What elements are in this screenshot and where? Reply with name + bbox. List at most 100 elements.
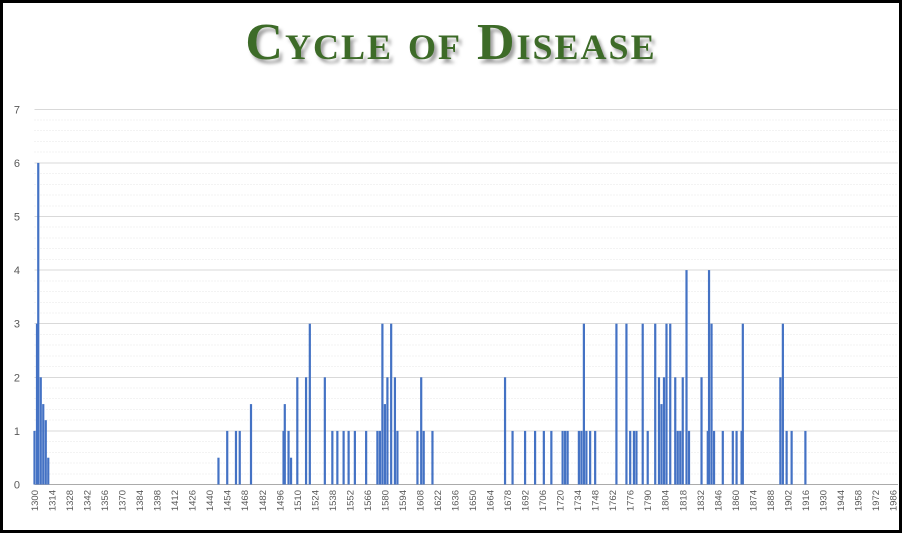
bar-year-1682 — [511, 430, 514, 485]
x-tick-label: 1608 — [415, 490, 426, 511]
bar-year-1461 — [234, 430, 238, 485]
x-tick-label: 1314 — [48, 490, 59, 511]
y-tick-label: 5 — [14, 212, 20, 224]
bar-year-1724 — [564, 430, 567, 485]
bar-year-1833 — [700, 377, 703, 485]
x-tick-label: 1958 — [853, 490, 864, 511]
x-tick-label: 1762 — [608, 490, 619, 511]
bar-year-1779 — [632, 430, 636, 485]
bar-year-1676 — [503, 377, 507, 485]
bar-year-1547 — [342, 430, 345, 485]
bar-year-1580 — [383, 404, 387, 485]
x-tick-label: 1454 — [223, 490, 234, 511]
x-tick-label: 1384 — [135, 490, 146, 511]
major-gridlines — [34, 108, 898, 485]
bar-year-1542 — [336, 430, 339, 485]
x-axis-labels: 1300 1314 1328 1342 1356 1370 1384 1398 1412 1426… — [30, 490, 900, 511]
bar-year-1838 — [706, 430, 709, 485]
x-tick-label: 1328 — [65, 490, 76, 511]
x-tick-label: 1552 — [345, 490, 356, 511]
x-tick-label: 1370 — [118, 490, 129, 511]
x-tick-label: 1776 — [626, 490, 637, 511]
bar-year-1812 — [674, 377, 677, 485]
x-tick-label: 1986 — [889, 490, 900, 511]
x-tick-label: 1412 — [170, 490, 181, 511]
bar-year-1473 — [249, 404, 253, 485]
bar-year-1841 — [710, 323, 713, 485]
x-tick-label: 1482 — [258, 490, 269, 511]
x-tick-label: 1356 — [100, 490, 111, 511]
y-tick-label: 2 — [14, 372, 20, 384]
bar-year-1305 — [39, 377, 42, 485]
bar-year-1866 — [741, 323, 744, 485]
x-tick-label: 1594 — [398, 490, 409, 511]
y-axis-labels: 0 1 2 3 4 5 6 7 — [14, 104, 20, 491]
bar-year-1808 — [669, 323, 672, 485]
x-tick-label: 1664 — [486, 490, 497, 511]
bar-year-1578 — [381, 323, 384, 485]
x-tick-label: 1804 — [661, 490, 672, 511]
x-tick-label: 1944 — [836, 490, 847, 511]
y-tick-label: 0 — [14, 480, 20, 492]
bar-year-1737 — [580, 430, 583, 485]
x-tick-label: 1496 — [275, 490, 286, 511]
bar-year-1823 — [687, 430, 691, 485]
bar-year-1302 — [35, 323, 39, 485]
x-tick-label: 1734 — [573, 490, 584, 511]
y-tick-label: 6 — [14, 158, 20, 170]
x-tick-label: 1860 — [731, 490, 742, 511]
bar-year-1821 — [685, 270, 688, 485]
bar-year-1735 — [577, 430, 580, 485]
x-tick-label: 1818 — [678, 490, 689, 511]
x-tick-label: 1692 — [521, 490, 532, 511]
x-tick-label: 1650 — [468, 490, 479, 511]
bar-year-1447 — [217, 457, 220, 485]
bar-year-1850 — [721, 430, 724, 485]
bar-year-1765 — [615, 323, 618, 485]
bar-year-1300 — [33, 430, 36, 485]
bar-year-1464 — [238, 430, 241, 485]
bar-year-1861 — [735, 430, 738, 485]
y-tick-label: 1 — [14, 426, 20, 438]
bar-year-1739 — [582, 323, 585, 485]
bar-year-1585 — [390, 323, 393, 485]
bar-year-1574 — [376, 430, 379, 485]
x-tick-label: 1440 — [205, 490, 216, 511]
bar-year-1843 — [712, 430, 716, 485]
bar-year-1805 — [665, 323, 668, 485]
bar-year-1799 — [657, 377, 661, 485]
bar-year-1796 — [654, 323, 657, 485]
bar-year-1454 — [226, 430, 229, 485]
bar-year-1499 — [282, 430, 285, 485]
bar-year-1309 — [44, 420, 47, 485]
bar-year-1606 — [416, 430, 419, 485]
x-tick-label: 1916 — [801, 490, 812, 511]
x-tick-label: 1930 — [818, 490, 829, 511]
x-tick-label: 1706 — [538, 490, 549, 511]
bar-year-1905 — [790, 430, 793, 485]
bar-year-1505 — [289, 457, 293, 485]
bar-year-1565 — [365, 430, 368, 485]
bar-year-1773 — [625, 323, 628, 485]
minor-gridlines — [34, 119, 898, 475]
bar-year-1520 — [308, 323, 311, 485]
bar-year-1551 — [347, 430, 350, 485]
bar-year-1303 — [37, 162, 40, 485]
bar-year-1707 — [542, 430, 545, 485]
y-tick-label: 3 — [14, 319, 20, 331]
x-tick-label: 1622 — [433, 490, 444, 511]
bar-year-1839 — [707, 270, 711, 485]
x-tick-label: 1972 — [871, 490, 882, 511]
x-tick-label: 1874 — [748, 490, 759, 511]
bar-year-1801 — [660, 404, 663, 485]
x-tick-label: 1342 — [83, 490, 94, 511]
bar-year-1538 — [331, 430, 334, 485]
bar-year-1744 — [589, 430, 592, 485]
x-tick-label: 1538 — [328, 490, 339, 511]
bar-year-1692 — [523, 430, 527, 485]
bar-year-1722 — [561, 430, 564, 485]
bar-year-1503 — [287, 430, 290, 485]
bar-year-1532 — [323, 377, 326, 485]
x-tick-label: 1580 — [380, 490, 391, 511]
